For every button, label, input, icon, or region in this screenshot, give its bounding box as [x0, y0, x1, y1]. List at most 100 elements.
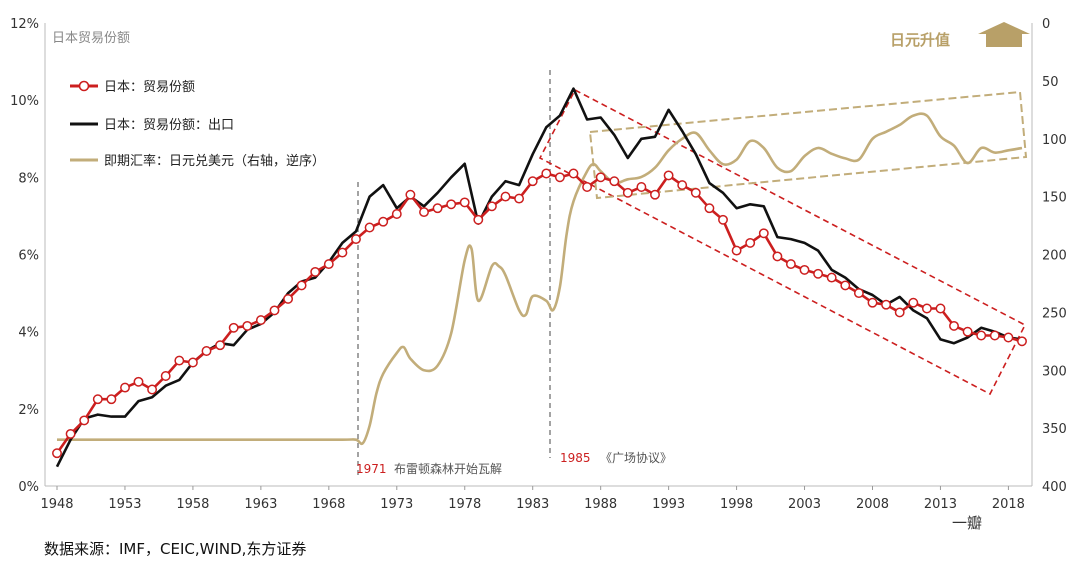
trade-share-point: [106, 394, 117, 405]
right-y-tick-label: 150: [1042, 191, 1067, 206]
trade-share-point: [486, 201, 497, 212]
trade-share-point: [949, 320, 959, 331]
trade-share-point: [174, 355, 185, 366]
legend: 日本：贸易份额 日本：贸易份额：出口 即期汇率：日元兑美元（右轴，逆序）: [70, 80, 325, 169]
source-note: 数据来源：IMF，CEIC,WIND,东方证券: [44, 540, 307, 558]
trade-share-point: [391, 209, 402, 219]
series-exchange-rate-line: [57, 112, 1023, 446]
trade-share-point: [894, 307, 905, 318]
trade-share-point: [120, 382, 130, 393]
trade-share-point: [65, 428, 76, 439]
x-tick-label: 1968: [312, 497, 345, 512]
left-y-tick-label: 10%: [10, 94, 39, 109]
x-tick-label: 1973: [380, 497, 413, 512]
yen-rise-label: 日元升值: [890, 31, 950, 49]
trade-share-point: [772, 251, 783, 262]
trade-share-point: [1003, 332, 1014, 343]
event-1985-text: 《广场协议》: [600, 450, 672, 465]
trade-share-point: [215, 340, 226, 351]
left-y-tick-label: 2%: [18, 403, 39, 418]
series-trade-share-line: [55, 172, 1023, 454]
x-tick-label: 2018: [992, 497, 1025, 512]
trade-share-point: [881, 299, 892, 310]
trade-share-point: [731, 245, 742, 256]
trade-share-point: [242, 320, 253, 331]
trade-share-point: [378, 216, 389, 227]
trade-share-point: [785, 259, 796, 270]
trade-share-point: [568, 168, 579, 179]
trade-share-point: [364, 222, 375, 233]
trade-share-point: [446, 199, 457, 210]
left-y-tick-label: 4%: [18, 326, 39, 341]
trade-share-point: [677, 180, 688, 191]
trade-share-point: [323, 259, 334, 270]
inner-title: 日本贸易份额: [52, 31, 130, 46]
x-tick-label: 2013: [924, 497, 957, 512]
trade-share-point: [582, 182, 593, 192]
legend-label-trade-share: 日本：贸易份额: [104, 80, 195, 95]
right-y-tick-label: 250: [1042, 306, 1067, 321]
right-y-tick-label: 50: [1042, 75, 1059, 90]
trade-share-point: [595, 172, 606, 183]
event-1971-year: 1971: [356, 462, 387, 476]
trade-share-point: [405, 189, 416, 200]
trade-share-point: [908, 297, 919, 308]
x-tick-label: 1948: [40, 497, 73, 512]
trade-share-point: [704, 203, 715, 214]
trade-share-point: [527, 176, 538, 187]
trade-share-point: [867, 297, 878, 308]
series-export-share-line: [55, 87, 1023, 468]
right-y-tick-label: 100: [1042, 133, 1067, 148]
trade-share-point: [269, 305, 280, 316]
trade-share-point: [935, 303, 946, 314]
right-y-axis-ticks: 0 50 100 150 200 250 300 350 400: [1042, 17, 1067, 495]
trade-share-point: [799, 264, 810, 275]
series-trade-share-group: [52, 168, 1027, 459]
up-arrow-icon: [978, 22, 1030, 47]
trade-share-point: [432, 203, 443, 214]
watermark-text: 一瓣: [952, 514, 983, 532]
series-layer: [52, 87, 1027, 468]
trade-share-point: [92, 394, 103, 405]
trade-share-point: [79, 415, 90, 426]
left-y-tick-label: 0%: [18, 480, 39, 495]
trade-share-point: [663, 170, 674, 181]
trade-share-point: [296, 280, 307, 291]
trade-share-point: [459, 197, 470, 208]
trade-share-point: [636, 182, 647, 192]
left-y-axis-ticks: 0% 2% 4% 6% 8% 10% 12%: [10, 17, 39, 495]
x-tick-label: 1983: [516, 497, 549, 512]
trade-share-point: [554, 172, 565, 183]
trade-share-point: [160, 371, 171, 381]
trade-share-point: [1017, 336, 1027, 347]
left-y-tick-label: 6%: [18, 249, 39, 264]
trade-share-point: [541, 168, 552, 179]
trade-share-point: [745, 237, 756, 248]
right-y-tick-label: 350: [1042, 422, 1067, 437]
watermark: 一瓣: [952, 512, 982, 533]
x-tick-label: 1958: [176, 497, 209, 512]
trade-share-point: [853, 288, 864, 299]
trade-share-point: [718, 214, 728, 225]
series-exchange-rate-group: [57, 112, 1023, 446]
trade-share-point: [310, 266, 321, 277]
trade-share-point: [147, 384, 158, 395]
series-export-share-group: [55, 87, 1023, 468]
trade-share-point: [337, 247, 348, 258]
x-tick-label: 1993: [652, 497, 685, 512]
trade-share-point: [201, 346, 212, 356]
trade-share-point: [52, 448, 62, 459]
x-axis-ticks: 1948 1953 1958 1963 1968 1973 1978 1983 1988 1993…: [40, 486, 1025, 512]
trade-share-point: [255, 315, 266, 326]
right-y-tick-label: 200: [1042, 249, 1067, 264]
right-y-tick-label: 0: [1042, 17, 1050, 32]
trade-share-point: [840, 280, 851, 291]
legend-label-exchange-rate: 即期汇率：日元兑美元（右轴，逆序）: [104, 153, 325, 169]
trade-share-point: [500, 191, 511, 202]
right-y-tick-label: 400: [1042, 480, 1067, 495]
trade-share-point: [473, 214, 484, 225]
trade-share-point: [133, 376, 144, 387]
x-tick-label: 1963: [244, 497, 277, 512]
trade-share-point: [989, 330, 1000, 341]
trade-share-point: [283, 293, 294, 304]
